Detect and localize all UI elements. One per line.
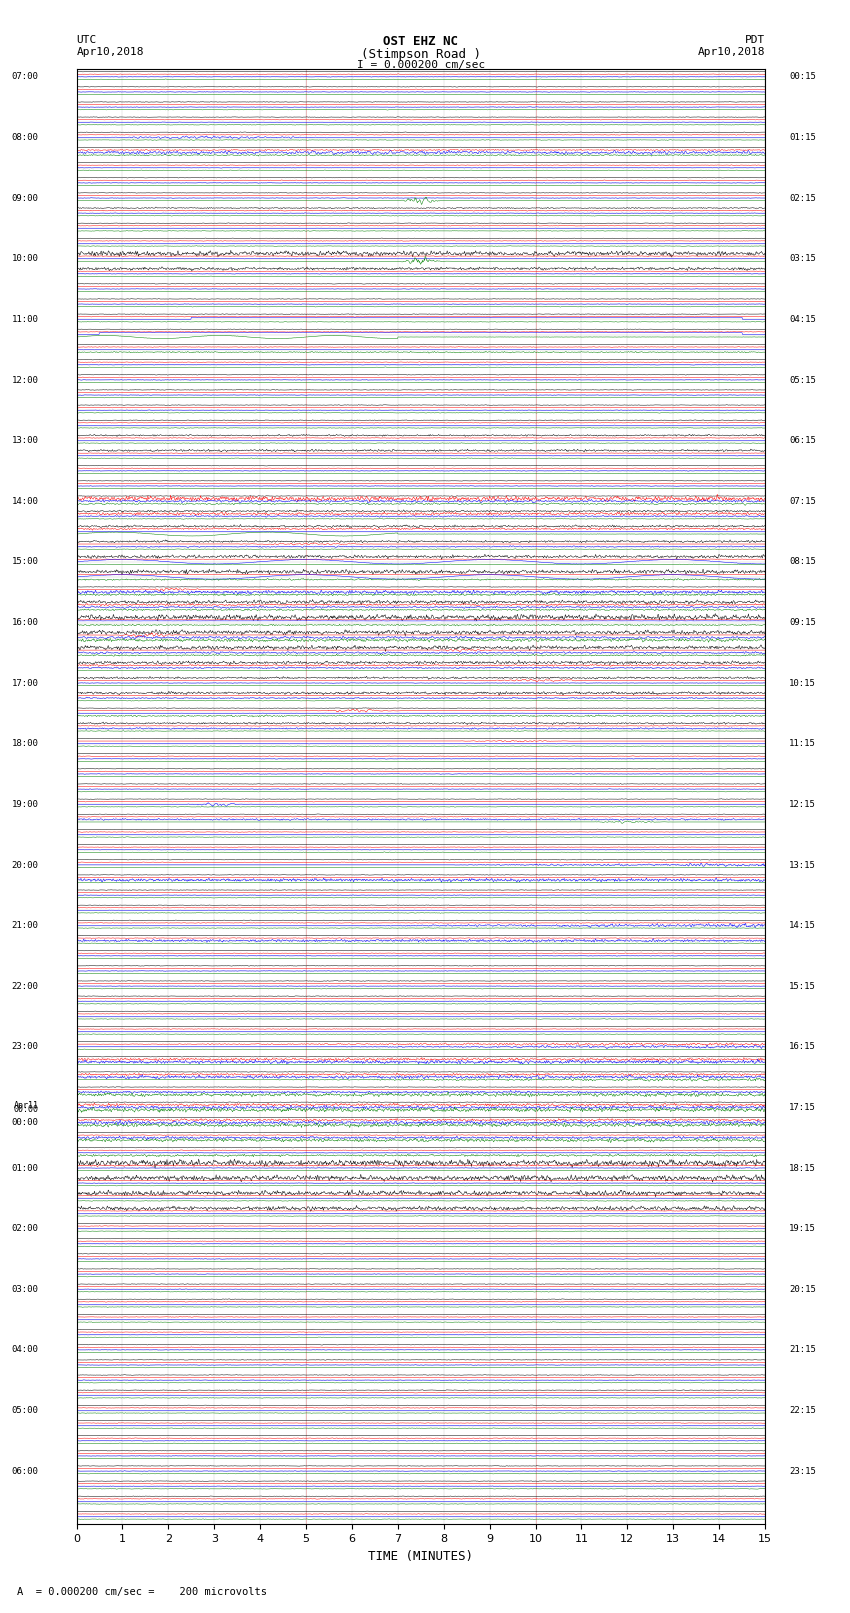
Text: 13:15: 13:15 xyxy=(789,860,816,869)
Text: 19:00: 19:00 xyxy=(12,800,38,808)
Text: 17:15: 17:15 xyxy=(789,1103,816,1111)
Text: 19:15: 19:15 xyxy=(789,1224,816,1234)
Text: 04:00: 04:00 xyxy=(12,1345,38,1355)
Text: 05:15: 05:15 xyxy=(789,376,816,384)
Text: PDT: PDT xyxy=(745,35,765,45)
Text: 15:00: 15:00 xyxy=(12,558,38,566)
Text: OST EHZ NC: OST EHZ NC xyxy=(383,35,458,48)
Text: 18:15: 18:15 xyxy=(789,1163,816,1173)
Text: 22:15: 22:15 xyxy=(789,1407,816,1415)
Text: 00:00: 00:00 xyxy=(12,1118,38,1127)
Text: 12:00: 12:00 xyxy=(12,376,38,384)
Text: 03:15: 03:15 xyxy=(789,255,816,263)
Text: 04:15: 04:15 xyxy=(789,315,816,324)
Text: 17:00: 17:00 xyxy=(12,679,38,687)
Text: 09:00: 09:00 xyxy=(12,194,38,203)
Text: 21:00: 21:00 xyxy=(12,921,38,931)
Text: 18:00: 18:00 xyxy=(12,739,38,748)
Text: 16:00: 16:00 xyxy=(12,618,38,627)
Text: 12:15: 12:15 xyxy=(789,800,816,808)
Text: 15:15: 15:15 xyxy=(789,982,816,990)
Text: I = 0.000200 cm/sec: I = 0.000200 cm/sec xyxy=(357,60,484,69)
Text: 23:15: 23:15 xyxy=(789,1466,816,1476)
Text: 13:00: 13:00 xyxy=(12,436,38,445)
Text: 11:00: 11:00 xyxy=(12,315,38,324)
Text: 07:00: 07:00 xyxy=(12,73,38,81)
Text: 00:00: 00:00 xyxy=(14,1105,38,1115)
Text: UTC: UTC xyxy=(76,35,97,45)
Text: Apr10,2018: Apr10,2018 xyxy=(698,47,765,56)
Text: 16:15: 16:15 xyxy=(789,1042,816,1052)
Text: A  = 0.000200 cm/sec =    200 microvolts: A = 0.000200 cm/sec = 200 microvolts xyxy=(17,1587,267,1597)
Text: 21:15: 21:15 xyxy=(789,1345,816,1355)
Text: 08:15: 08:15 xyxy=(789,558,816,566)
Text: 14:00: 14:00 xyxy=(12,497,38,506)
Text: 10:15: 10:15 xyxy=(789,679,816,687)
Text: 10:00: 10:00 xyxy=(12,255,38,263)
Text: 03:00: 03:00 xyxy=(12,1286,38,1294)
Text: 22:00: 22:00 xyxy=(12,982,38,990)
Text: 09:15: 09:15 xyxy=(789,618,816,627)
Text: 20:00: 20:00 xyxy=(12,860,38,869)
Text: 01:15: 01:15 xyxy=(789,132,816,142)
Text: 05:00: 05:00 xyxy=(12,1407,38,1415)
Text: Apr10,2018: Apr10,2018 xyxy=(76,47,144,56)
Text: 02:00: 02:00 xyxy=(12,1224,38,1234)
Text: 01:00: 01:00 xyxy=(12,1163,38,1173)
Text: 02:15: 02:15 xyxy=(789,194,816,203)
Text: 23:00: 23:00 xyxy=(12,1042,38,1052)
Text: 06:00: 06:00 xyxy=(12,1466,38,1476)
Text: 20:15: 20:15 xyxy=(789,1286,816,1294)
X-axis label: TIME (MINUTES): TIME (MINUTES) xyxy=(368,1550,473,1563)
Text: (Stimpson Road ): (Stimpson Road ) xyxy=(360,48,481,61)
Text: Apr11: Apr11 xyxy=(14,1100,38,1110)
Text: 06:15: 06:15 xyxy=(789,436,816,445)
Text: 00:15: 00:15 xyxy=(789,73,816,81)
Text: 08:00: 08:00 xyxy=(12,132,38,142)
Text: 07:15: 07:15 xyxy=(789,497,816,506)
Text: 14:15: 14:15 xyxy=(789,921,816,931)
Text: 11:15: 11:15 xyxy=(789,739,816,748)
